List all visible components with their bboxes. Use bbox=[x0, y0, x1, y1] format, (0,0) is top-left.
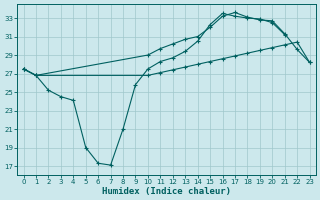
X-axis label: Humidex (Indice chaleur): Humidex (Indice chaleur) bbox=[102, 187, 231, 196]
